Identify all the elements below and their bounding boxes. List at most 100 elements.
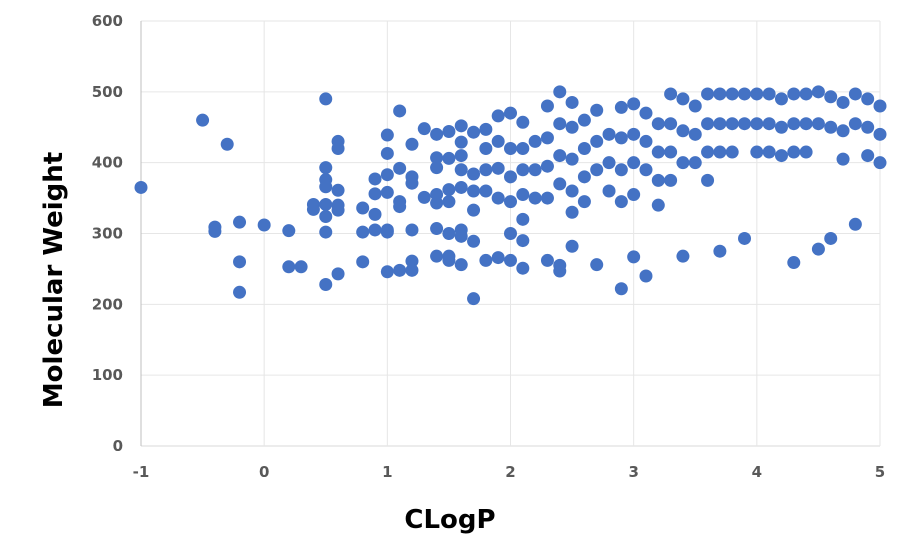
data-point bbox=[319, 180, 333, 194]
data-point bbox=[319, 161, 333, 175]
data-point bbox=[368, 172, 382, 186]
data-point bbox=[639, 163, 653, 177]
data-point bbox=[430, 161, 444, 175]
data-point bbox=[331, 203, 345, 217]
data-point bbox=[651, 117, 665, 131]
data-point bbox=[356, 225, 370, 239]
data-point bbox=[467, 234, 481, 248]
data-point bbox=[516, 142, 530, 155]
x-tick-label: 3 bbox=[628, 463, 638, 481]
data-point bbox=[565, 95, 579, 109]
data-point bbox=[799, 117, 813, 131]
data-point bbox=[836, 124, 850, 138]
data-point bbox=[417, 190, 431, 204]
data-point bbox=[701, 87, 715, 101]
y-tick-label: 500 bbox=[92, 83, 123, 101]
data-point bbox=[380, 225, 394, 239]
data-point bbox=[861, 120, 875, 134]
data-point bbox=[282, 224, 296, 238]
x-tick-label: -1 bbox=[133, 463, 150, 481]
data-point bbox=[491, 109, 505, 123]
data-point bbox=[319, 197, 333, 211]
data-point bbox=[614, 195, 628, 209]
x-tick-label: 2 bbox=[505, 463, 515, 481]
data-point bbox=[405, 254, 419, 268]
data-point bbox=[725, 145, 739, 159]
x-tick-label: 0 bbox=[259, 463, 269, 481]
data-point bbox=[196, 113, 210, 127]
data-point bbox=[405, 263, 419, 277]
y-tick-label: 0 bbox=[113, 437, 123, 455]
y-tick-label: 100 bbox=[92, 366, 123, 384]
data-point bbox=[442, 125, 456, 138]
data-point bbox=[405, 223, 419, 237]
data-point bbox=[368, 207, 382, 221]
data-point bbox=[467, 292, 481, 306]
data-point bbox=[836, 95, 850, 109]
data-point bbox=[282, 260, 296, 274]
data-point bbox=[504, 106, 517, 120]
data-point bbox=[516, 115, 530, 129]
data-point bbox=[540, 131, 554, 145]
data-point bbox=[294, 260, 308, 274]
data-point bbox=[701, 145, 715, 159]
data-point bbox=[688, 99, 702, 113]
grid-lines bbox=[140, 20, 881, 447]
data-point bbox=[639, 269, 653, 283]
y-axis-title: Molecular Weight bbox=[39, 152, 69, 408]
data-point bbox=[430, 151, 444, 165]
data-point bbox=[331, 183, 345, 197]
data-point bbox=[528, 191, 542, 205]
data-point bbox=[824, 120, 838, 134]
data-point bbox=[701, 117, 715, 131]
data-point bbox=[208, 224, 222, 238]
data-point bbox=[577, 113, 591, 127]
data-point bbox=[467, 125, 481, 139]
data-point bbox=[454, 229, 468, 243]
data-point bbox=[627, 97, 641, 111]
data-point bbox=[639, 106, 653, 120]
data-point bbox=[504, 170, 517, 184]
x-tick-label: 5 bbox=[875, 463, 885, 481]
data-point bbox=[787, 145, 801, 159]
data-point bbox=[553, 264, 567, 278]
data-point bbox=[873, 156, 887, 170]
data-point bbox=[676, 92, 690, 106]
data-point bbox=[553, 85, 567, 99]
y-tick-label: 300 bbox=[92, 225, 123, 243]
data-point bbox=[553, 149, 567, 163]
data-point bbox=[233, 215, 247, 229]
data-point bbox=[368, 223, 382, 237]
data-point bbox=[577, 170, 591, 184]
data-point bbox=[319, 210, 333, 223]
data-point bbox=[504, 227, 517, 240]
data-point bbox=[442, 253, 456, 267]
x-tick-label: 1 bbox=[382, 463, 392, 481]
data-point bbox=[725, 117, 739, 131]
tick-labels: 0 100 200 300 400 500 600 -1 0 1 2 3 4 5 bbox=[92, 12, 886, 481]
data-point bbox=[590, 134, 604, 148]
data-point bbox=[627, 127, 641, 141]
data-point bbox=[787, 256, 801, 270]
data-point bbox=[762, 145, 776, 159]
data-point bbox=[725, 87, 739, 101]
data-point bbox=[393, 161, 407, 175]
data-point bbox=[590, 163, 604, 177]
data-point bbox=[639, 134, 653, 148]
data-point bbox=[368, 187, 382, 201]
data-point bbox=[614, 282, 628, 296]
data-point bbox=[799, 87, 813, 101]
data-point bbox=[824, 90, 838, 104]
data-point bbox=[528, 163, 542, 177]
data-point bbox=[516, 212, 530, 226]
data-point bbox=[257, 218, 271, 232]
y-tick-label: 600 bbox=[92, 12, 123, 30]
data-point bbox=[664, 87, 678, 101]
data-point bbox=[614, 131, 628, 145]
data-point bbox=[651, 173, 665, 187]
data-point bbox=[454, 163, 468, 177]
data-point bbox=[676, 249, 690, 263]
data-point bbox=[331, 267, 345, 281]
x-tick-label: 4 bbox=[752, 463, 762, 481]
